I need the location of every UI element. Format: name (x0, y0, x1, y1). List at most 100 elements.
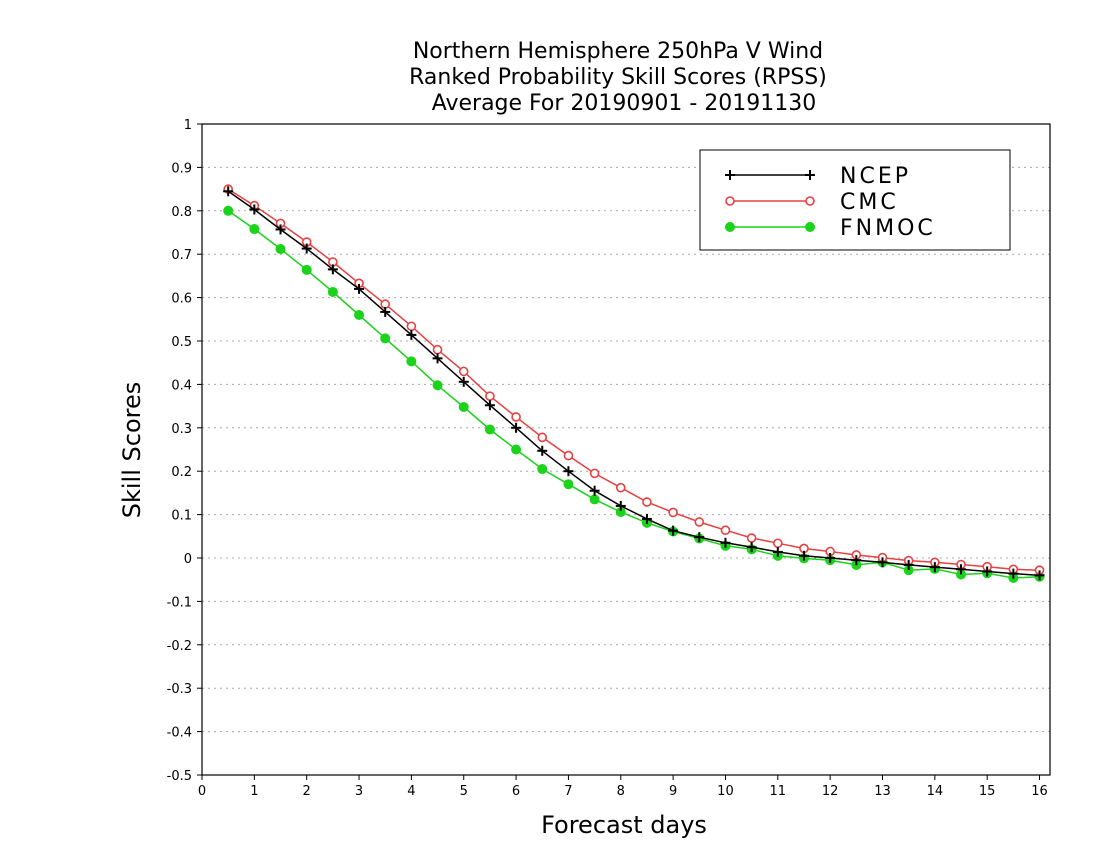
data-point-plus (327, 264, 338, 275)
chart-title-line-1: Northern Hemisphere 250hPa V Wind (413, 39, 823, 64)
data-point-open-circle (720, 525, 731, 536)
series-line-fnmoc (227, 210, 1040, 579)
data-point-plus (1008, 568, 1019, 579)
data-point-filled-circle (511, 444, 522, 455)
series-layer (223, 184, 1045, 583)
x-tick-label: 12 (822, 784, 839, 799)
data-point-plus (223, 186, 234, 197)
x-tick-label: 9 (669, 784, 677, 799)
data-point-plus (725, 170, 735, 180)
data-point-plus (537, 445, 548, 456)
data-point-filled-circle (275, 243, 286, 254)
data-point-open-circle (668, 507, 678, 518)
data-point-plus (563, 466, 574, 477)
legend-item-fnmoc: FNMOC (725, 216, 933, 241)
data-point-plus (772, 546, 783, 557)
y-tick-label: 0.2 (171, 465, 192, 480)
data-point-plus (484, 400, 495, 411)
x-axis-label: Forecast days (541, 811, 707, 839)
data-point-plus (275, 224, 286, 235)
chart-title: Northern Hemisphere 250hPa V Wind Ranked… (409, 39, 827, 116)
data-point-plus (641, 513, 652, 524)
data-point-filled-circle (249, 224, 260, 235)
y-tick-label: 0.6 (171, 292, 192, 307)
y-tick-label: 0.4 (171, 378, 192, 393)
data-point-plus (825, 553, 836, 563)
data-point-open-circle (589, 468, 600, 479)
y-tick-label: 0.5 (171, 335, 192, 350)
data-point-open-circle (432, 344, 443, 355)
legend-label: NCEP (840, 164, 911, 189)
data-point-plus (406, 329, 417, 340)
data-point-open-circle (380, 299, 391, 309)
chart-title-line-3: Average For 20190901 - 20191130 (432, 91, 817, 116)
x-tick-label: 7 (564, 784, 572, 799)
data-point-open-circle (805, 196, 815, 206)
x-tick-label: 8 (617, 784, 625, 799)
data-point-plus (589, 485, 600, 496)
y-tick-label: -0.2 (167, 639, 192, 654)
data-point-plus (877, 557, 888, 568)
data-point-plus (798, 550, 809, 561)
data-point-plus (432, 353, 443, 364)
x-tick-label: 3 (355, 784, 363, 799)
data-point-plus (982, 566, 993, 577)
data-point-filled-circle (805, 222, 815, 232)
y-tick-label: -0.5 (167, 769, 192, 784)
y-tick-label: 0.1 (171, 509, 192, 524)
x-tick-label: 1 (250, 784, 258, 799)
data-point-filled-circle (484, 424, 495, 435)
data-point-plus (720, 537, 731, 548)
data-point-filled-circle (301, 264, 312, 275)
x-tick-label: 14 (927, 784, 944, 799)
data-point-filled-circle (223, 205, 234, 216)
x-tick-label: 5 (460, 784, 468, 799)
x-tick-label: 13 (874, 784, 891, 799)
data-point-filled-circle (406, 356, 417, 367)
data-point-plus (380, 306, 391, 317)
data-point-filled-circle (725, 222, 735, 232)
series-cmc (223, 184, 1045, 575)
data-point-open-circle (537, 432, 548, 443)
data-point-open-circle (694, 517, 705, 527)
legend-item-ncep: NCEP (725, 164, 911, 189)
data-point-open-circle (746, 533, 757, 543)
data-point-open-circle (563, 450, 574, 461)
data-point-filled-circle (432, 380, 443, 391)
data-point-plus (694, 532, 705, 543)
data-point-filled-circle (589, 494, 600, 505)
data-point-plus (511, 422, 522, 433)
x-tick-label: 16 (1031, 784, 1048, 799)
data-point-plus (615, 500, 626, 511)
y-axis-label: Skill Scores (118, 382, 146, 519)
data-point-plus (956, 564, 967, 575)
y-tick-label: -0.4 (167, 726, 192, 741)
data-point-plus (805, 170, 815, 180)
plot-frame (201, 123, 1051, 776)
data-point-open-circle (406, 321, 417, 332)
y-tick-label: -0.1 (167, 595, 192, 610)
data-point-plus (301, 243, 312, 254)
data-point-plus (668, 525, 679, 536)
x-tick-label: 0 (198, 784, 206, 799)
x-tick-label: 10 (717, 784, 734, 799)
x-tick-label: 4 (407, 784, 415, 799)
data-point-plus (458, 376, 469, 387)
x-tick-label: 6 (512, 784, 520, 799)
data-point-plus (851, 555, 862, 566)
data-point-open-circle (458, 366, 469, 377)
data-point-plus (1034, 570, 1045, 581)
y-tick-label: 0.8 (171, 205, 192, 220)
y-tick-label: -0.3 (167, 682, 192, 697)
x-tick-label: 2 (303, 784, 311, 799)
data-point-open-circle (725, 196, 735, 206)
y-tick-label: 1 (184, 118, 192, 133)
legend-box (699, 149, 1011, 251)
data-point-plus (354, 283, 365, 294)
legend-item-cmc: CMC (725, 190, 896, 215)
data-point-filled-circle (458, 401, 469, 412)
axes: -0.5 -0.4 -0.3 -0.2 -0.1 0 0.1 0.2 0.3 0.4 0.5 0.6 0… (167, 118, 1051, 799)
x-tick-label: 11 (770, 784, 787, 799)
data-point-open-circle (511, 412, 521, 422)
